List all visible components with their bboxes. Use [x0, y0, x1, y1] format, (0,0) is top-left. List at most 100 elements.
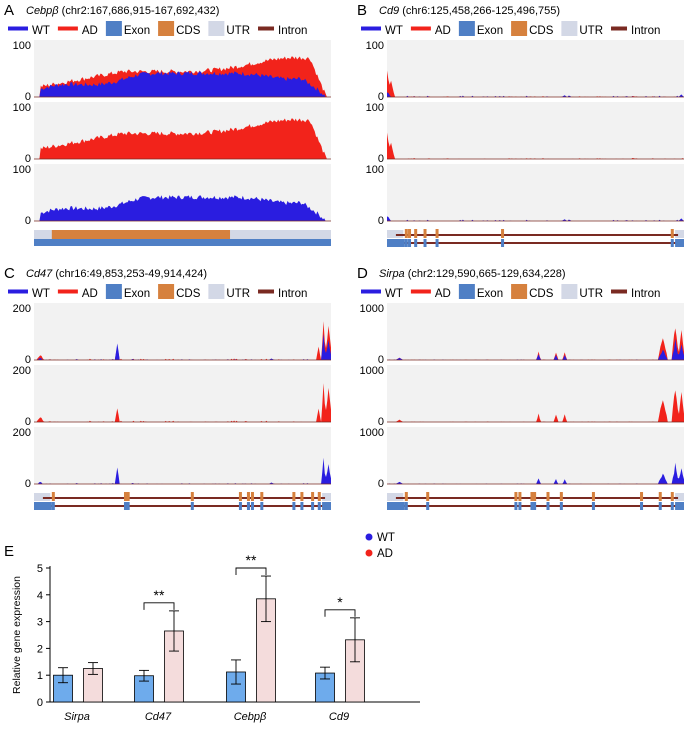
- coverage-track-ad: 1000 0: [360, 365, 684, 428]
- intron-line: [42, 497, 326, 499]
- exon-block: [260, 502, 264, 510]
- y-tick-max: 100: [13, 40, 31, 52]
- legend-swatch-wt: [8, 289, 28, 294]
- legend-swatch-utr: [208, 21, 225, 36]
- legend-label-exon: Exon: [477, 25, 503, 37]
- cds-block: [423, 229, 427, 238]
- track-background: [387, 102, 684, 159]
- cds-block: [435, 229, 439, 238]
- gene-model: [34, 230, 331, 246]
- panel-letter: E: [4, 543, 14, 560]
- exon-block: [435, 239, 439, 247]
- panel-letter: D: [357, 265, 368, 282]
- exon-block: [640, 502, 644, 510]
- exon-block: [423, 239, 427, 247]
- legend-label-ad: AD: [82, 288, 98, 300]
- y-tick-zero: 0: [378, 354, 384, 366]
- cds-block: [670, 229, 674, 238]
- track-background: [34, 303, 331, 360]
- utr-bar: [387, 230, 404, 238]
- cds-block: [546, 492, 550, 501]
- panel-b: B Cd9 (chr6:125,458,266-125,496,755) WT AD E…: [357, 2, 684, 247]
- legend-label-exon: Exon: [477, 288, 503, 300]
- legend-label-intron: Intron: [278, 25, 307, 37]
- intron-line: [395, 497, 679, 499]
- gene-title: Cd9 (chr6:125,458,266-125,496,755): [379, 5, 560, 17]
- coverage-track-overlay: 100 0: [13, 40, 331, 103]
- legend-label-ad: AD: [435, 288, 451, 300]
- significance-label: **: [154, 587, 165, 603]
- y-tick-max: 100: [366, 164, 384, 176]
- cds-block: [640, 492, 644, 501]
- y-axis-title: Relative gene expression: [11, 576, 23, 694]
- utr-bar: [675, 230, 684, 238]
- legend-swatch-utr: [561, 284, 578, 299]
- exon-block: [546, 502, 550, 510]
- y-tick-max: 100: [366, 40, 384, 52]
- y-tick-label: 5: [37, 563, 43, 575]
- y-tick-zero: 0: [25, 354, 31, 366]
- utr-bar: [34, 493, 51, 501]
- y-tick-max: 100: [366, 102, 384, 114]
- gene-model: [387, 229, 684, 247]
- exon-block: [408, 239, 412, 247]
- y-tick-max: 1000: [360, 427, 384, 439]
- track-background: [387, 365, 684, 422]
- y-tick-zero: 0: [25, 215, 31, 227]
- utr-bar: [322, 493, 331, 501]
- cds-block: [300, 492, 304, 501]
- y-tick-zero: 0: [378, 416, 384, 428]
- y-tick-max: 200: [13, 365, 31, 377]
- significance-bracket: [235, 567, 267, 575]
- exon-block: [414, 239, 418, 247]
- y-tick-zero: 0: [25, 416, 31, 428]
- exon-block: [518, 502, 522, 510]
- gene-model: [34, 492, 331, 510]
- exon-bar: [34, 239, 331, 246]
- significance-bracket: [324, 609, 356, 617]
- exon-block: [292, 502, 296, 510]
- legend-swatch-cds: [511, 284, 528, 299]
- category-label: Cd47: [145, 711, 172, 723]
- exon-bar: [322, 502, 331, 510]
- track-background: [34, 427, 331, 484]
- legend-label-ad: AD: [435, 25, 451, 37]
- legend-swatch-exon: [458, 21, 475, 36]
- legend-label-cds: CDS: [529, 25, 554, 37]
- y-tick-zero: 0: [378, 215, 384, 227]
- exon-block: [559, 502, 563, 510]
- y-tick-max: 200: [13, 303, 31, 315]
- cds-block: [426, 492, 430, 501]
- exon-block: [250, 502, 254, 510]
- y-tick-zero: 0: [378, 153, 384, 165]
- exon-block: [238, 502, 242, 510]
- legend-label-cds: CDS: [529, 288, 554, 300]
- track-background: [387, 40, 684, 97]
- legend-swatch-ad: [410, 26, 431, 31]
- exon-block: [190, 502, 194, 510]
- cds-block: [518, 492, 522, 501]
- cds-block: [260, 492, 264, 501]
- significance-bracket: [143, 602, 175, 610]
- cds-block: [414, 229, 418, 238]
- exon-bar: [387, 502, 405, 510]
- exon-block: [426, 502, 430, 510]
- legend-label-exon: Exon: [124, 288, 150, 300]
- legend-label-cds: CDS: [176, 288, 201, 300]
- exon-block: [300, 502, 304, 510]
- cds-block: [530, 492, 534, 501]
- panel-c: C Cd47 (chr16:49,853,253-49,914,424) WT AD E…: [4, 265, 331, 510]
- legend-label-wt: WT: [385, 25, 403, 37]
- significance-label: *: [337, 594, 343, 610]
- coverage-wt: [34, 71, 331, 97]
- cds-block: [292, 492, 296, 501]
- cds-block: [238, 492, 242, 501]
- legend-swatch-cds: [158, 21, 175, 36]
- track-background: [387, 427, 684, 484]
- exon-block: [404, 239, 408, 247]
- legend-swatch-wt: [361, 26, 381, 31]
- cds-block: [408, 229, 412, 238]
- coverage-track-wt: 100 0: [366, 164, 684, 227]
